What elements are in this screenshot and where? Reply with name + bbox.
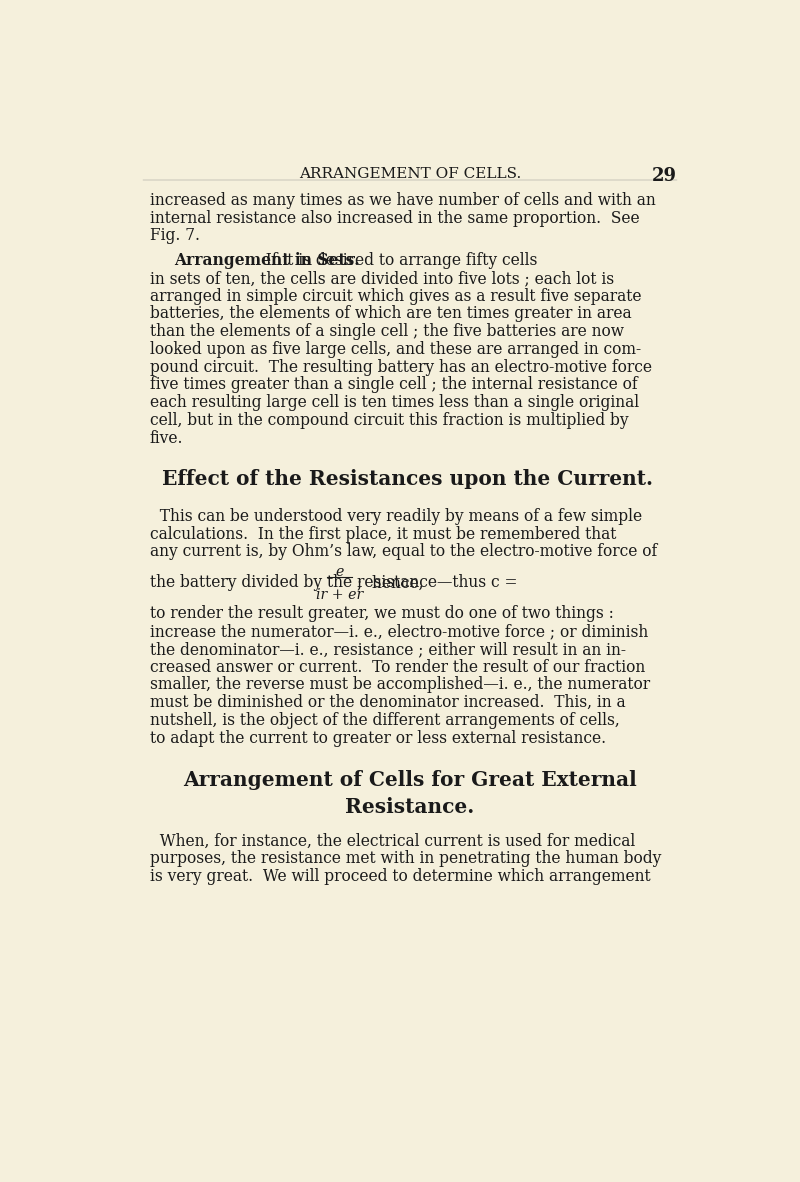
Text: Effect of the Resistances upon the Current.: Effect of the Resistances upon the Curre…	[162, 469, 653, 489]
Text: 29: 29	[651, 168, 677, 186]
Text: ;  hence,: ; hence,	[357, 574, 423, 591]
Text: each resulting large cell is ten times less than a single original: each resulting large cell is ten times l…	[150, 395, 638, 411]
Text: nutshell, is the object of the different arrangements of cells,: nutshell, is the object of the different…	[150, 712, 619, 729]
Text: calculations.  In the first place, it must be remembered that: calculations. In the first place, it mus…	[150, 526, 616, 543]
Text: in sets of ten, the cells are divided into five lots ; each lot is: in sets of ten, the cells are divided in…	[150, 269, 614, 287]
Text: to adapt the current to greater or less external resistance.: to adapt the current to greater or less …	[150, 729, 606, 747]
Text: than the elements of a single cell ; the five batteries are now: than the elements of a single cell ; the…	[150, 323, 624, 340]
Text: purposes, the resistance met with in penetrating the human body: purposes, the resistance met with in pen…	[150, 850, 661, 868]
Text: five.: five.	[150, 430, 183, 447]
Text: When, for instance, the electrical current is used for medical: When, for instance, the electrical curre…	[150, 832, 635, 850]
Text: is very great.  We will proceed to determine which arrangement: is very great. We will proceed to determ…	[150, 868, 650, 885]
Text: batteries, the elements of which are ten times greater in area: batteries, the elements of which are ten…	[150, 305, 631, 323]
Text: Fig. 7.: Fig. 7.	[150, 227, 200, 245]
Text: cell, but in the compound circuit this fraction is multiplied by: cell, but in the compound circuit this f…	[150, 413, 628, 429]
Text: arranged in simple circuit which gives as a result five separate: arranged in simple circuit which gives a…	[150, 287, 641, 305]
Text: ARRANGEMENT OF CELLS.: ARRANGEMENT OF CELLS.	[299, 168, 521, 181]
Text: must be diminished or the denominator increased.  This, in a: must be diminished or the denominator in…	[150, 694, 626, 712]
Text: smaller, the reverse must be accomplished—i. e., the numerator: smaller, the reverse must be accomplishe…	[150, 676, 650, 694]
Text: Arrangement in Sets.: Arrangement in Sets.	[174, 252, 360, 269]
Text: five times greater than a single cell ; the internal resistance of: five times greater than a single cell ; …	[150, 377, 638, 394]
Text: creased answer or current.  To render the result of our fraction: creased answer or current. To render the…	[150, 658, 645, 676]
Text: looked upon as five large cells, and these are arranged in com-: looked upon as five large cells, and the…	[150, 340, 641, 358]
Text: Resistance.: Resistance.	[346, 797, 474, 817]
Text: to render the result greater, we must do one of two things :: to render the result greater, we must do…	[150, 605, 614, 623]
Text: any current is, by Ohm’s law, equal to the electro-motive force of: any current is, by Ohm’s law, equal to t…	[150, 544, 657, 560]
Text: internal resistance also increased in the same proportion.  See: internal resistance also increased in th…	[150, 209, 639, 227]
Text: pound circuit.  The resulting battery has an electro-motive force: pound circuit. The resulting battery has…	[150, 358, 651, 376]
Text: Arrangement of Cells for Great External: Arrangement of Cells for Great External	[183, 771, 637, 791]
Text: If it is desired to arrange fifty cells: If it is desired to arrange fifty cells	[256, 252, 537, 269]
Text: This can be understood very readily by means of a few simple: This can be understood very readily by m…	[150, 508, 642, 525]
Text: increase the numerator—i. e., electro-motive force ; or diminish: increase the numerator—i. e., electro-mo…	[150, 623, 648, 641]
Text: ir + er: ir + er	[316, 589, 363, 602]
Text: increased as many times as we have number of cells and with an: increased as many times as we have numbe…	[150, 191, 655, 209]
Text: the denominator—i. e., resistance ; either will result in an in-: the denominator—i. e., resistance ; eith…	[150, 641, 626, 658]
Text: the battery divided by the resistance—thus c =: the battery divided by the resistance—th…	[150, 574, 522, 591]
Text: e: e	[335, 565, 344, 579]
